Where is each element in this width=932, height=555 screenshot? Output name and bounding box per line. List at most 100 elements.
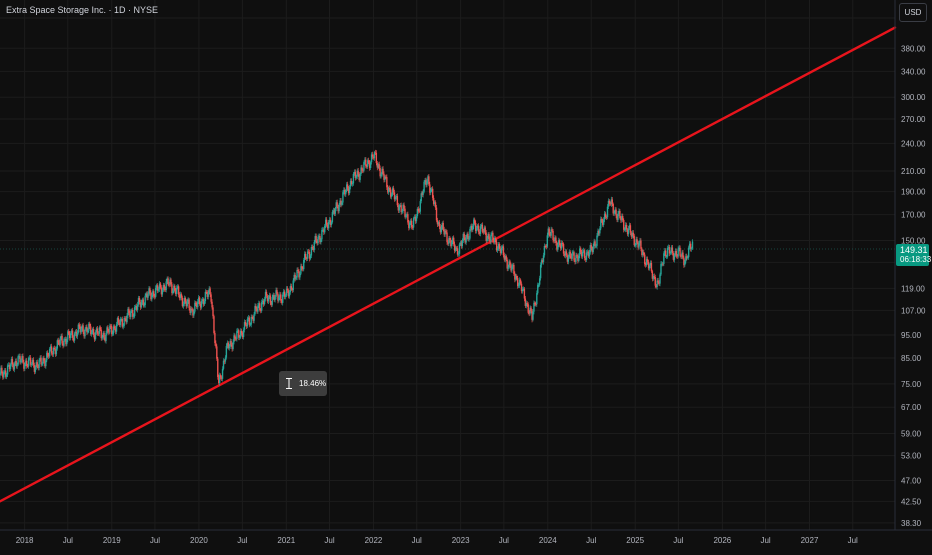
candle-body xyxy=(126,315,128,323)
candle-body xyxy=(24,364,26,369)
candle-body xyxy=(49,346,52,349)
candle-body xyxy=(532,311,534,320)
candle-body xyxy=(355,176,357,178)
candle-body xyxy=(216,346,218,359)
candle-body xyxy=(133,316,135,317)
candle-body xyxy=(204,291,207,302)
candle-body xyxy=(644,264,647,266)
trendline[interactable] xyxy=(0,26,897,503)
candle-body xyxy=(394,196,397,200)
candle-body xyxy=(562,244,565,254)
candle-body xyxy=(659,274,661,284)
y-tick-label: 59.00 xyxy=(901,430,922,439)
candle-body xyxy=(206,292,208,297)
y-tick-label: 38.30 xyxy=(901,519,922,528)
candle-body xyxy=(534,302,536,305)
candle-body xyxy=(436,220,439,225)
candle-body xyxy=(236,331,238,339)
candle-body xyxy=(393,192,396,200)
candle-body xyxy=(150,292,152,300)
candle-body xyxy=(28,357,31,359)
x-tick-label: 2020 xyxy=(190,536,208,545)
candle-body xyxy=(389,187,391,190)
candle-body xyxy=(171,284,173,294)
candle-body xyxy=(632,232,634,236)
candle-body xyxy=(357,170,359,175)
x-tick-label: Jul xyxy=(848,536,858,545)
candle-body xyxy=(84,329,86,337)
candle-body xyxy=(121,319,123,327)
candle-body xyxy=(69,333,71,339)
candle-body xyxy=(501,246,504,248)
candle-body xyxy=(143,305,145,306)
candle-body xyxy=(665,250,667,257)
candle-body xyxy=(238,330,240,338)
candle-body xyxy=(328,219,331,223)
candle-body xyxy=(92,329,95,336)
candle-body xyxy=(650,262,653,272)
candle-body xyxy=(521,289,524,292)
candle-body xyxy=(91,329,94,333)
candle-body xyxy=(498,244,501,249)
candle-body xyxy=(181,297,184,307)
candle-body xyxy=(128,308,130,314)
candle-body xyxy=(636,239,638,243)
candle-body xyxy=(292,280,294,291)
candle-body xyxy=(273,295,275,300)
candle-body xyxy=(691,241,694,249)
candle-body xyxy=(410,220,413,228)
candle-body xyxy=(566,255,569,262)
x-tick-label: 2021 xyxy=(277,536,295,545)
x-tick-label: 2026 xyxy=(713,536,731,545)
candle-body xyxy=(560,242,563,249)
candle-body xyxy=(475,228,478,232)
candle-body xyxy=(107,327,109,332)
time-axis[interactable]: 2018 Jul 2019 Jul 2020 Jul 2021 Jul 2022 Jul 2023 J… xyxy=(16,536,858,545)
candle-body xyxy=(5,370,7,377)
candle-body xyxy=(129,313,131,317)
candle-body xyxy=(656,280,658,288)
candle-body xyxy=(410,220,412,223)
candle-body xyxy=(15,361,17,367)
candle-body xyxy=(557,244,559,250)
candle-body xyxy=(491,232,493,235)
candle-body xyxy=(383,173,385,180)
x-tick-label: 2019 xyxy=(103,536,121,545)
candle-body xyxy=(413,216,416,219)
candle-body xyxy=(48,348,51,357)
candle-body xyxy=(567,257,570,262)
candle-body xyxy=(248,317,251,325)
candle-body xyxy=(460,242,463,247)
candle-body xyxy=(94,332,97,340)
candle-body xyxy=(633,235,635,246)
candle-body xyxy=(606,206,609,218)
candle-body xyxy=(71,330,74,338)
price-axis[interactable]: 440.00380.00340.00300.00270.00240.00210.… xyxy=(901,14,926,528)
candle-body xyxy=(672,253,675,260)
candle-body xyxy=(228,346,230,349)
candle-body xyxy=(67,331,69,340)
candle-body xyxy=(634,245,636,246)
candle-body xyxy=(516,275,518,278)
candle-body xyxy=(617,213,619,220)
candle-body xyxy=(54,349,57,355)
candle-body xyxy=(307,251,310,253)
candle-body xyxy=(203,301,206,305)
candle-body xyxy=(538,278,541,285)
candle-body xyxy=(674,251,677,256)
candle-body xyxy=(616,215,618,220)
candle-body xyxy=(246,319,249,327)
candle-body xyxy=(690,248,693,250)
candle-body xyxy=(0,372,1,376)
candle-body xyxy=(167,278,169,285)
candle-body xyxy=(123,318,125,326)
currency-button[interactable]: USD xyxy=(899,3,927,22)
candle-body xyxy=(288,292,291,297)
candle-body xyxy=(225,346,228,358)
candle-body xyxy=(377,164,379,168)
candle-body xyxy=(530,307,532,312)
candle-body xyxy=(412,218,415,228)
candle-body xyxy=(266,295,269,302)
